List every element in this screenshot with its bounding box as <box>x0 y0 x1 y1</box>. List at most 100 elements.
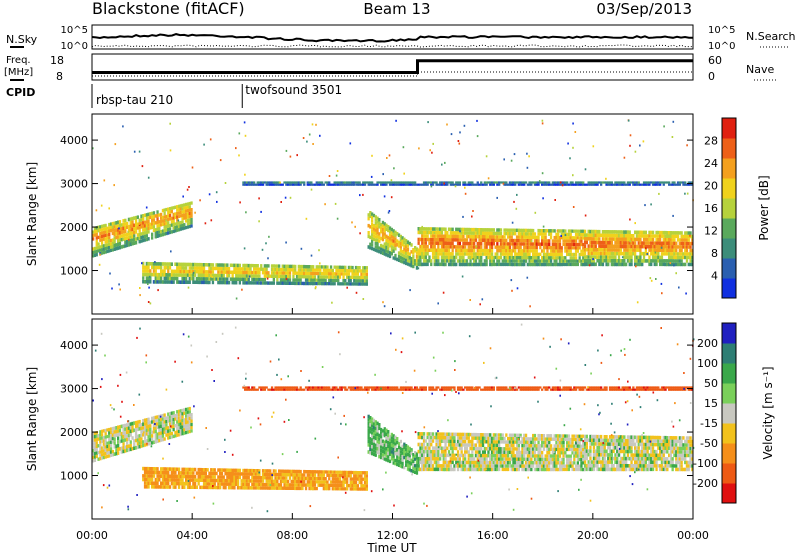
echo-cell <box>401 454 404 459</box>
echo-cell <box>285 479 288 484</box>
echo-cell <box>463 124 466 127</box>
echo-cell <box>397 233 401 237</box>
echo-cell <box>124 434 127 439</box>
echo-cell <box>498 231 501 236</box>
echo-cell <box>358 269 361 273</box>
echo-cell <box>512 262 515 267</box>
echo-cell <box>587 237 590 241</box>
echo-cell <box>174 467 177 471</box>
echo-cell <box>673 252 676 256</box>
echo-cell <box>453 259 456 263</box>
echo-cell <box>331 487 334 491</box>
echo-cell <box>496 231 499 236</box>
nsky-trace <box>91 33 694 43</box>
echo-cell <box>401 239 404 243</box>
echo-cell <box>451 227 454 232</box>
echo-cell <box>201 485 204 490</box>
echo-cell <box>371 243 374 247</box>
echo-cell <box>346 474 349 478</box>
echo-cell <box>474 259 478 263</box>
echo-cell <box>481 183 485 186</box>
echo-cell <box>451 432 454 437</box>
echo-cell <box>376 223 379 228</box>
echo-cell <box>179 227 182 231</box>
echo-cell <box>467 234 470 239</box>
echo-cell <box>417 251 420 256</box>
echo-cell <box>592 237 596 241</box>
echo-cell <box>356 183 359 186</box>
echo-cell <box>362 183 365 186</box>
echo-cell <box>637 181 640 184</box>
echo-cell <box>490 238 494 243</box>
echo-cell <box>424 262 427 267</box>
echo-cell <box>426 227 429 231</box>
echo-cell <box>437 457 440 461</box>
echo-cell <box>442 234 445 238</box>
echo-cell <box>492 181 495 184</box>
echo-cell <box>170 273 173 277</box>
echo-cell <box>158 421 161 426</box>
echo-cell <box>231 270 234 274</box>
echo-cell <box>478 183 481 186</box>
echo-cell <box>388 210 391 212</box>
echo-cell <box>417 267 420 270</box>
echo-cell <box>394 233 397 238</box>
echo-cell <box>560 259 563 263</box>
echo-cell <box>546 245 549 250</box>
echo-cell <box>549 249 553 253</box>
echo-cell <box>267 271 270 275</box>
echo-cell <box>608 237 612 241</box>
echo-cell <box>222 277 225 281</box>
echo-cell <box>412 469 415 474</box>
echo-cell <box>544 239 547 243</box>
echo-cell <box>322 483 325 487</box>
echo-cell <box>626 255 630 259</box>
echo-cell <box>102 429 105 433</box>
echo-cell <box>358 183 361 186</box>
echo-cell <box>374 215 377 219</box>
echo-cell <box>642 244 646 249</box>
echo-cell <box>192 277 195 281</box>
echo-cell <box>387 246 390 251</box>
echo-cell <box>242 472 245 476</box>
echo-cell <box>363 181 367 184</box>
echo-cell <box>396 462 399 467</box>
echo-cell <box>127 426 131 430</box>
echo-cell <box>530 242 533 246</box>
echo-cell <box>523 232 526 236</box>
echo-cell <box>362 471 365 475</box>
echo-cell <box>274 479 277 483</box>
echo-cell <box>523 181 526 184</box>
echo-cell <box>99 440 102 444</box>
echo-cell <box>272 271 275 275</box>
echo-cell <box>311 123 314 126</box>
echo-cell <box>419 467 422 472</box>
echo-cell <box>406 463 410 468</box>
echo-cell <box>374 450 377 454</box>
echo-cell <box>154 426 157 430</box>
echo-cell <box>687 231 690 235</box>
echo-cell <box>417 449 420 454</box>
echo-cell <box>179 409 182 413</box>
echo-cell <box>304 275 308 279</box>
echo-cell <box>591 240 594 245</box>
echo-cell <box>199 475 202 479</box>
echo-cell <box>519 183 522 186</box>
echo-cell <box>676 183 680 186</box>
echo-cell <box>447 181 451 184</box>
echo-cell <box>537 252 540 256</box>
echo-cell <box>533 245 537 250</box>
echo-cell <box>410 181 413 184</box>
freq-tick-top: 18 <box>50 54 64 67</box>
echo-cell <box>632 181 635 184</box>
echo-cell <box>186 474 190 479</box>
echo-cell <box>668 238 671 242</box>
echo-cell <box>473 238 476 242</box>
echo-cell <box>635 244 639 249</box>
echo-cell <box>306 476 309 481</box>
echo-cell <box>514 228 517 232</box>
echo-cell <box>151 485 154 489</box>
echo-cell <box>152 430 156 434</box>
echo-cell <box>172 421 175 425</box>
echo-cell <box>304 476 308 481</box>
